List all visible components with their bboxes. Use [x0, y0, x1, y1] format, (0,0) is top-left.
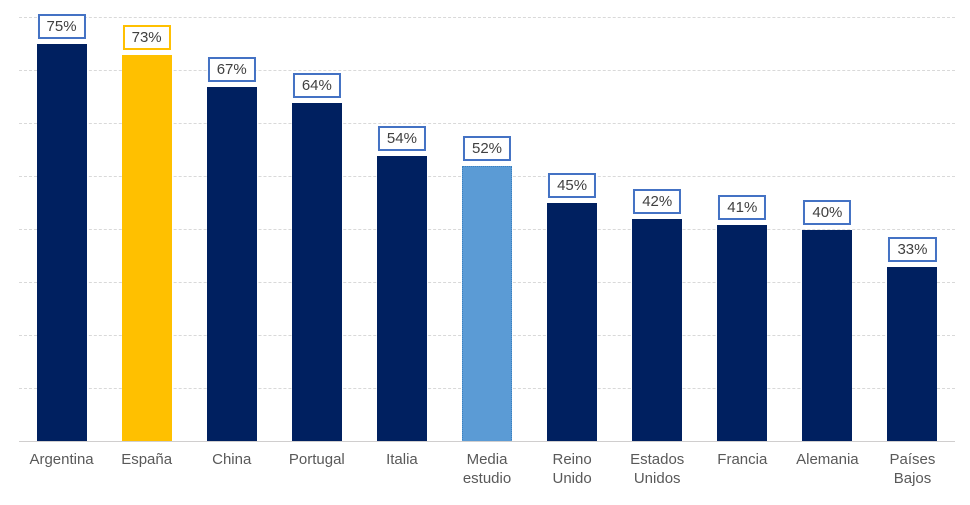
value-label: 45% [548, 173, 597, 198]
x-axis-label: Argentina [29, 451, 94, 468]
value-label: 42% [633, 189, 682, 214]
value-label: 41% [718, 195, 767, 220]
x-axis-labels: Argentina España China Portugal Italia Media … [19, 450, 955, 488]
bar-column: 42% [615, 0, 700, 442]
bar-columns: 75% 73% 67% 64% 54% 52% 45% 42% 41% 40% 33% [19, 0, 955, 442]
value-label: 54% [377, 126, 426, 151]
x-axis-label: Países Bajos [889, 451, 936, 487]
bar [717, 225, 768, 442]
x-axis-line [19, 441, 955, 442]
bar [36, 44, 87, 442]
gridline [19, 70, 955, 71]
bar-column: 67% [189, 0, 274, 442]
value-label: 40% [803, 200, 852, 225]
x-axis-label: Alemania [796, 451, 859, 468]
value-label: 75% [37, 14, 86, 39]
bar [462, 166, 513, 442]
bar-column: 73% [104, 0, 189, 442]
bar-column: 52% [444, 0, 529, 442]
bar-column: 40% [785, 0, 870, 442]
value-label: 67% [207, 57, 256, 82]
bar [632, 219, 683, 442]
bar-column: 75% [19, 0, 104, 442]
x-axis-label: China [212, 451, 252, 468]
bar-column: 33% [870, 0, 955, 442]
bar [887, 267, 938, 442]
gridline [19, 17, 955, 18]
bar [547, 203, 598, 442]
x-axis-label: Media estudio [462, 451, 512, 487]
bar [376, 156, 427, 442]
value-label: 52% [463, 136, 512, 161]
bar [802, 230, 853, 442]
bar [291, 103, 342, 442]
gridline [19, 123, 955, 124]
x-axis-label: Francia [717, 451, 768, 468]
bar-column: 41% [700, 0, 785, 442]
bar-column: 64% [274, 0, 359, 442]
value-label: 73% [122, 25, 171, 50]
value-label: 64% [292, 73, 341, 98]
x-axis-label: Estados Unidos [630, 451, 685, 487]
bar [121, 55, 172, 442]
x-axis-label: Portugal [288, 451, 345, 468]
value-label: 33% [888, 237, 937, 262]
plot-area: 75% 73% 67% 64% 54% 52% 45% 42% 41% 40% 33% [19, 0, 955, 442]
x-axis-label: Reino Unido [552, 451, 592, 487]
x-axis-label: España [121, 451, 173, 468]
bar-column: 45% [530, 0, 615, 442]
x-axis-label: Italia [386, 451, 418, 468]
bar-column: 54% [359, 0, 444, 442]
bar [206, 87, 257, 442]
